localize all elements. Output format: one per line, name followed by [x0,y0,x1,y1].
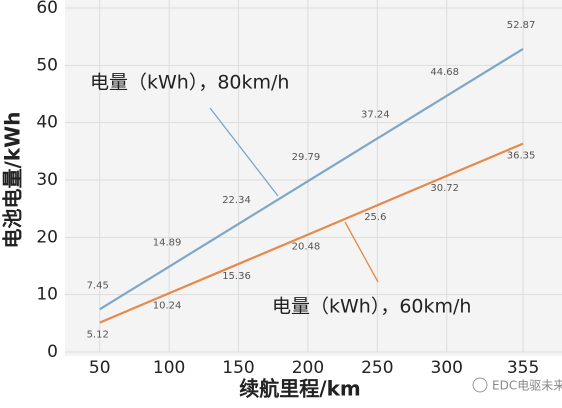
data-label: 7.45 [87,280,109,291]
data-label: 20.48 [292,242,321,253]
x-tick-label: 250 [361,358,393,378]
y-tick-label: 40 [36,113,58,133]
y-tick-label: 0 [47,342,58,362]
y-tick-label: 30 [36,170,58,190]
x-tick-label: 150 [222,358,254,378]
y-tick-label: 10 [36,285,58,305]
y-tick-label: 20 [36,227,58,247]
x-tick-label: 355 [507,358,539,378]
watermark-icon [472,377,488,393]
y-tick-label: 60 [36,0,58,18]
data-label: 37.24 [361,109,390,120]
data-label: 15.36 [222,271,251,282]
data-label: 5.12 [87,330,109,341]
series-annotation: 电量（kWh），60km/h [272,296,471,318]
x-tick-label: 100 [153,358,185,378]
data-label: 25.6 [364,212,386,223]
x-axis-title: 续航里程/km [239,377,360,401]
data-label: 30.72 [430,183,459,194]
watermark: EDC电驱未来 [492,379,562,393]
annotation-leader [344,221,379,283]
y-tick-label: 50 [36,55,58,75]
annotation-leader [209,107,279,197]
y-axis-title: 电池电量/kWh [1,112,25,249]
data-label: 44.68 [430,67,459,78]
data-label: 36.35 [507,151,536,162]
x-tick-label: 200 [292,358,324,378]
data-label: 10.24 [153,300,182,311]
data-label: 14.89 [153,238,182,249]
series-line [99,47,524,311]
x-tick-label: 300 [431,358,463,378]
series-line [99,142,524,324]
data-label: 52.87 [507,20,536,31]
data-label: 22.34 [222,195,251,206]
data-label: 29.79 [292,152,321,163]
series-annotation: 电量（kWh），80km/h [90,72,289,94]
x-tick-label: 50 [89,358,111,378]
